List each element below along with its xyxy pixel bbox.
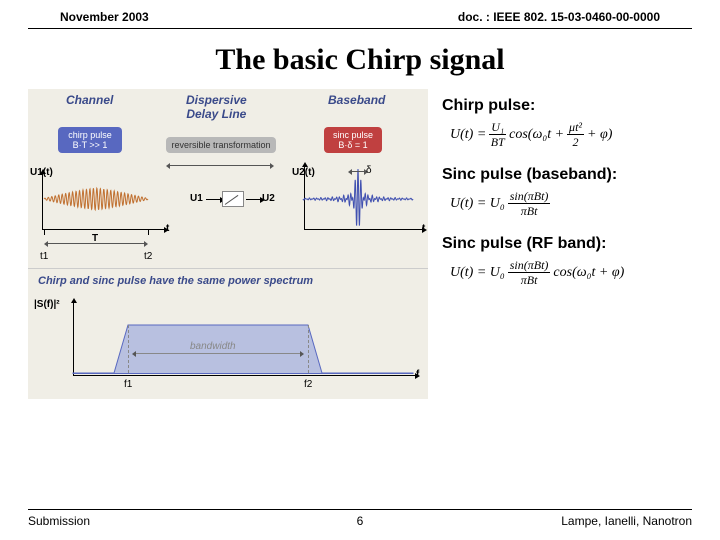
eq3-frac: sin(πBt) πBt bbox=[508, 259, 551, 286]
chirp-pill: chirp pulse B·T >> 1 bbox=[58, 127, 122, 153]
equations-panel: Chirp pulse: U(t) = U₁ BT cos(ω₀t + μt² … bbox=[442, 89, 692, 409]
footer-left: Submission bbox=[28, 514, 90, 528]
delta-dim bbox=[352, 171, 364, 172]
t1-tick bbox=[44, 229, 45, 235]
sinc-pill-l2: B·δ = 1 bbox=[329, 140, 377, 150]
footer-right: Lampe, Ianelli, Nanotron bbox=[561, 514, 692, 528]
rev-arrow bbox=[170, 165, 270, 166]
sinc-pill-l1: sinc pulse bbox=[329, 130, 377, 140]
ddl-box bbox=[222, 191, 244, 207]
chirp-wave bbox=[36, 169, 166, 229]
u1-arrow bbox=[206, 199, 220, 200]
t1-label: t1 bbox=[40, 251, 48, 262]
footer-center: 6 bbox=[357, 514, 364, 528]
u2-label: U2 bbox=[262, 193, 275, 204]
u2-arrow bbox=[246, 199, 260, 200]
eq1-frac1: U₁ BT bbox=[489, 121, 506, 148]
rev-pill: reversible transformation bbox=[166, 137, 276, 153]
delta-label: δ bbox=[366, 165, 372, 176]
eq2-frac-den: πBt bbox=[521, 204, 538, 217]
eq-sinc-rf: U(t) = U₀ sin(πBt) πBt cos(ω₀t + φ) bbox=[450, 259, 692, 286]
eq-sinc-bb: U(t) = U₀ sin(πBt) πBt bbox=[450, 190, 692, 217]
f2-label: f2 bbox=[304, 379, 312, 390]
eq1-frac1-num: U₁ bbox=[489, 121, 506, 135]
bottom-panel: Chirp and sinc pulse have the same power… bbox=[28, 269, 428, 399]
eq1-frac2: μt² 2 bbox=[567, 121, 584, 148]
t2-label: t2 bbox=[144, 251, 152, 262]
bw-label: bandwidth bbox=[190, 341, 236, 352]
header-date: November 2003 bbox=[60, 10, 149, 24]
u1-label: U1 bbox=[190, 193, 203, 204]
diagram-panel: Channel Dispersive Delay Line Baseband c… bbox=[28, 89, 428, 409]
spectrum bbox=[28, 269, 428, 399]
T-label: T bbox=[92, 233, 98, 244]
eq3-lhs: U(t) = U₀ bbox=[450, 265, 505, 281]
eq2-frac: sin(πBt) πBt bbox=[508, 190, 551, 217]
eq3-frac-num: sin(πBt) bbox=[508, 259, 551, 273]
eq3-frac-den: πBt bbox=[521, 273, 538, 286]
eq3-end: cos(ω₀t + φ) bbox=[553, 265, 624, 281]
eq1-frac1-den: BT bbox=[491, 135, 505, 148]
eq1-frac2-num: μt² bbox=[567, 121, 584, 135]
eq1-lhs: U(t) = bbox=[450, 127, 486, 143]
col-delayline: Dispersive Delay Line bbox=[186, 93, 247, 121]
eq2-lhs: U(t) = U₀ bbox=[450, 196, 505, 212]
eq1-end: + φ) bbox=[587, 127, 612, 143]
eq1-mid: cos(ω₀t + bbox=[509, 127, 564, 143]
bw-dim bbox=[136, 353, 300, 354]
sec-sinc-rf: Sinc pulse (RF band): bbox=[442, 235, 692, 253]
chirp-pill-l2: B·T >> 1 bbox=[63, 140, 117, 150]
f2-dash bbox=[308, 325, 309, 373]
t2-tick bbox=[148, 229, 149, 235]
sinc-pill: sinc pulse B·δ = 1 bbox=[324, 127, 382, 153]
sec-sinc-bb: Sinc pulse (baseband): bbox=[442, 166, 692, 184]
header-doc: doc. : IEEE 802. 15-03-0460-00-0000 bbox=[458, 10, 660, 24]
col-channel: Channel bbox=[66, 93, 113, 107]
eq1-frac2-den: 2 bbox=[573, 135, 579, 148]
col-baseband: Baseband bbox=[328, 93, 385, 107]
top-panel: Channel Dispersive Delay Line Baseband c… bbox=[28, 89, 428, 269]
ch-t: t bbox=[166, 223, 169, 234]
content-row: Channel Dispersive Delay Line Baseband c… bbox=[0, 89, 720, 409]
f1-dash bbox=[128, 325, 129, 373]
eq2-frac-num: sin(πBt) bbox=[508, 190, 551, 204]
chirp-pill-l1: chirp pulse bbox=[63, 130, 117, 140]
f1-label: f1 bbox=[124, 379, 132, 390]
eq-chirp: U(t) = U₁ BT cos(ω₀t + μt² 2 + φ) bbox=[450, 121, 692, 148]
sec-chirp: Chirp pulse: bbox=[442, 97, 692, 115]
page-title: The basic Chirp signal bbox=[0, 43, 720, 77]
ch-xaxis bbox=[42, 229, 164, 230]
footer: Submission 6 Lampe, Ianelli, Nanotron bbox=[28, 509, 692, 528]
